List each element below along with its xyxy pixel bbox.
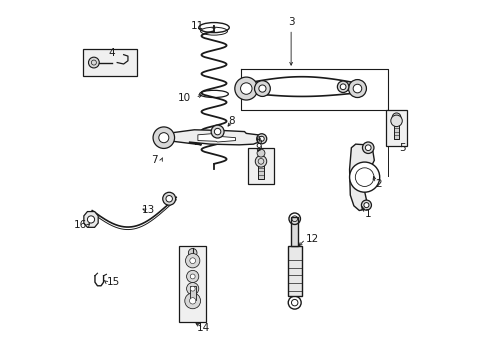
Bar bbox=[83, 49, 137, 76]
Bar bbox=[290, 217, 298, 246]
Text: 8: 8 bbox=[228, 116, 235, 126]
Circle shape bbox=[214, 129, 221, 135]
Circle shape bbox=[240, 83, 251, 94]
Circle shape bbox=[352, 84, 361, 93]
Circle shape bbox=[88, 57, 99, 68]
Circle shape bbox=[165, 195, 172, 202]
Circle shape bbox=[87, 216, 94, 223]
Circle shape bbox=[257, 149, 264, 157]
Circle shape bbox=[362, 142, 373, 153]
Circle shape bbox=[337, 81, 348, 93]
Polygon shape bbox=[198, 134, 235, 142]
Circle shape bbox=[390, 115, 402, 127]
Bar bbox=[393, 123, 399, 139]
Polygon shape bbox=[349, 144, 373, 211]
Circle shape bbox=[186, 270, 198, 283]
Circle shape bbox=[365, 145, 370, 150]
Circle shape bbox=[256, 134, 266, 144]
Circle shape bbox=[254, 81, 270, 96]
Circle shape bbox=[185, 253, 200, 268]
Circle shape bbox=[184, 293, 200, 309]
Text: 2: 2 bbox=[375, 179, 381, 189]
Circle shape bbox=[361, 200, 371, 210]
Circle shape bbox=[188, 248, 197, 257]
Circle shape bbox=[234, 77, 257, 100]
Bar bbox=[287, 246, 301, 296]
Circle shape bbox=[163, 192, 175, 205]
Text: 4: 4 bbox=[108, 48, 115, 58]
Circle shape bbox=[340, 84, 346, 90]
Text: 15: 15 bbox=[106, 277, 120, 287]
Text: 5: 5 bbox=[398, 143, 405, 153]
Text: 16: 16 bbox=[73, 220, 86, 230]
Circle shape bbox=[211, 125, 224, 138]
Polygon shape bbox=[83, 212, 98, 227]
Text: 11: 11 bbox=[191, 21, 204, 31]
Circle shape bbox=[258, 85, 265, 92]
Circle shape bbox=[255, 156, 266, 167]
Text: 12: 12 bbox=[305, 234, 318, 244]
Bar bbox=[179, 246, 206, 321]
Circle shape bbox=[189, 258, 195, 264]
Circle shape bbox=[189, 298, 195, 304]
Circle shape bbox=[259, 136, 264, 141]
Text: 9: 9 bbox=[255, 143, 262, 153]
Bar bbox=[247, 148, 273, 184]
Polygon shape bbox=[165, 130, 260, 145]
Circle shape bbox=[190, 274, 195, 279]
Bar bbox=[258, 165, 264, 179]
Circle shape bbox=[190, 286, 195, 291]
Bar bbox=[189, 286, 195, 300]
Text: 6: 6 bbox=[255, 136, 262, 145]
Circle shape bbox=[363, 203, 368, 208]
Text: 1: 1 bbox=[364, 209, 370, 219]
Circle shape bbox=[153, 127, 174, 148]
Circle shape bbox=[391, 113, 400, 122]
Text: 10: 10 bbox=[178, 93, 191, 103]
Text: 13: 13 bbox=[142, 206, 155, 216]
Bar bbox=[386, 110, 406, 146]
Text: 7: 7 bbox=[151, 155, 158, 165]
Circle shape bbox=[349, 162, 379, 192]
Circle shape bbox=[186, 283, 198, 295]
Circle shape bbox=[159, 133, 168, 143]
Text: 14: 14 bbox=[196, 323, 209, 333]
Circle shape bbox=[348, 80, 366, 98]
Text: 3: 3 bbox=[287, 17, 294, 27]
